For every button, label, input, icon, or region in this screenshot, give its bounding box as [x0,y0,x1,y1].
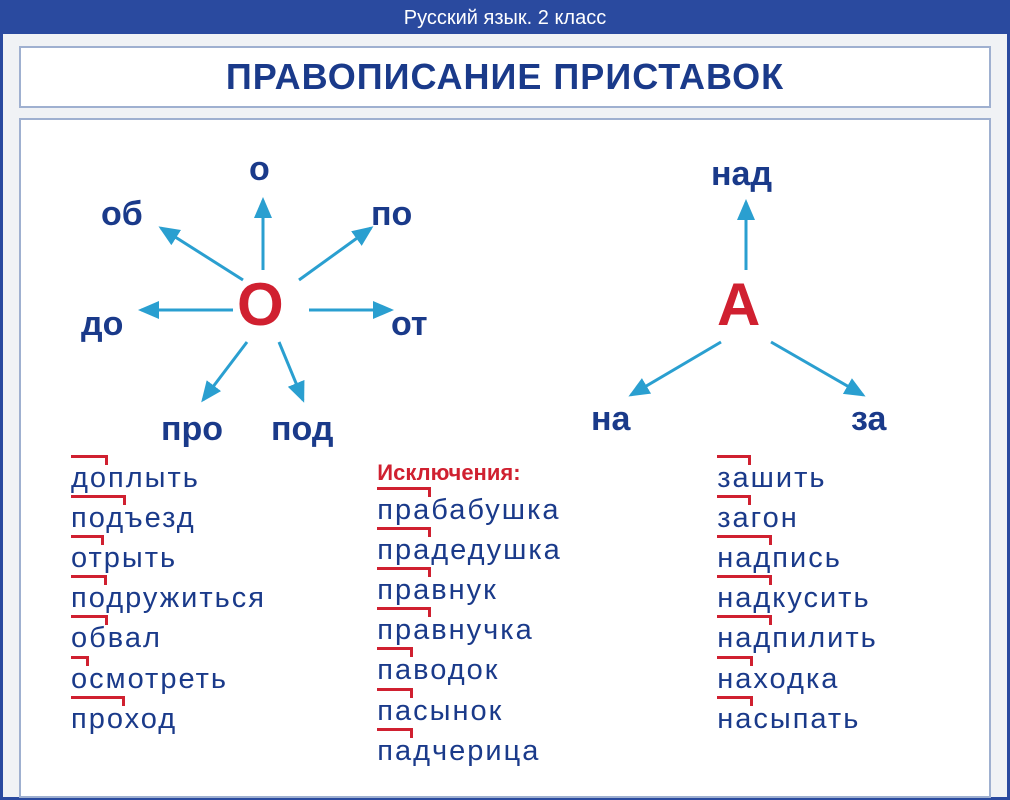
prefix-label: по [371,195,412,234]
word-item: надпилить [717,620,949,657]
diagram-area: Оо об по до от про под Анад на за [21,120,989,460]
exceptions-label: Исключения: [377,460,677,486]
word-item: подъезд [71,500,357,537]
word-item: надпись [717,540,949,577]
arrow [203,342,247,400]
word-item: паводок [377,652,677,689]
word-item: прадедушка [377,532,677,569]
prefix-mark [71,535,104,545]
prefix-mark [71,455,108,465]
content-box: ОообподоотпроподАнадназа доплытьподъездо… [19,118,991,798]
prefix-mark [377,728,413,738]
arrow [299,228,371,280]
prefix-mark [71,696,125,706]
prefix-mark [377,647,413,657]
word-item: обвал [71,620,357,657]
word-item: подружиться [71,580,357,617]
column-exceptions: Исключения: прабабушкапрадедушкаправнукп… [357,460,677,773]
prefix-label: до [81,305,123,344]
center-letter: А [717,270,760,339]
word-item: загон [717,500,949,537]
title-text: ПРАВОПИСАНИЕ ПРИСТАВОК [226,56,784,97]
word-item: отрыть [71,540,357,577]
prefix-mark [71,656,89,666]
prefix-mark [377,567,431,577]
word-item: прабабушка [377,492,677,529]
prefix-mark [717,455,750,465]
prefix-mark [377,527,431,537]
word-columns: доплытьподъездотрытьподружитьсяобвал осмо… [21,460,989,773]
prefix-mark [377,487,431,497]
prefix-mark [717,656,753,666]
prefix-label: за [851,400,886,439]
column-a: зашитьзагоннадписьнадкуситьнадпилить нахо… [677,460,949,773]
prefix-label: на [591,400,630,439]
prefix-mark [717,535,772,545]
arrow [771,342,863,395]
prefix-mark [71,575,107,585]
prefix-label: под [271,410,333,449]
arrows-svg [21,120,991,460]
column-o: доплытьподъездотрытьподружитьсяобвал осмо… [71,460,357,773]
prefix-mark [71,495,126,505]
word-item: проход [71,701,357,738]
prefix-mark [717,495,750,505]
poster-frame: Русский язык. 2 класс ПРАВОПИСАНИЕ ПРИСТ… [0,0,1010,800]
word-item: находка [717,661,949,698]
prefix-label: от [391,305,428,344]
prefix-mark [377,688,413,698]
prefix-label: над [711,155,772,194]
arrow [161,228,243,280]
prefix-mark [717,615,772,625]
prefix-label: о [249,150,270,189]
word-item: доплыть [71,460,357,497]
prefix-mark [717,696,753,706]
word-item: правнук [377,572,677,609]
word-item: осмотреть [71,661,357,698]
word-item: правнучка [377,612,677,649]
title-box: ПРАВОПИСАНИЕ ПРИСТАВОК [19,46,991,108]
prefix-label: об [101,195,143,234]
word-item: насыпать [717,701,949,738]
prefix-mark [717,575,772,585]
prefix-label: про [161,410,223,449]
word-item: падчерица [377,733,677,770]
center-letter: О [237,270,284,339]
prefix-mark [71,615,108,625]
arrow [631,342,721,395]
prefix-mark [377,607,431,617]
word-item: пасынок [377,693,677,730]
header-text: Русский язык. 2 класс [404,7,606,29]
word-item: надкусить [717,580,949,617]
arrow [279,342,303,400]
word-item: зашить [717,460,949,497]
header-bar: Русский язык. 2 класс [3,3,1007,34]
